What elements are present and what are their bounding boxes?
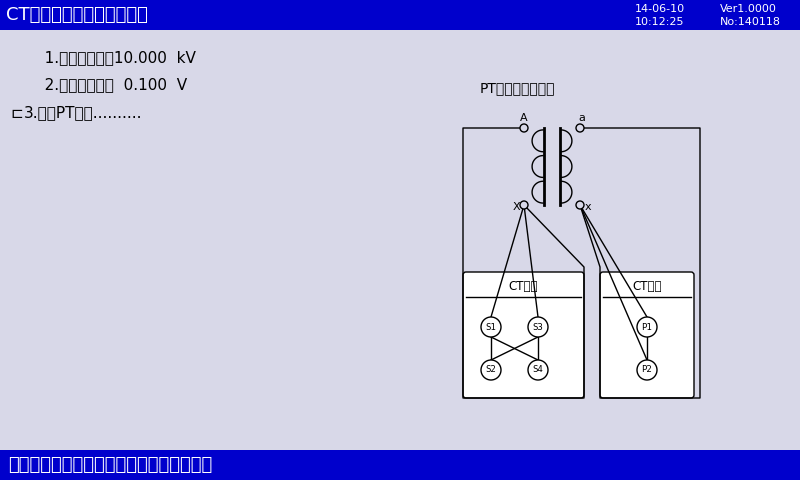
Text: S4: S4 <box>533 365 543 374</box>
Text: X: X <box>512 202 520 212</box>
Circle shape <box>528 317 548 337</box>
Circle shape <box>576 124 584 132</box>
Text: CT二次: CT二次 <box>509 280 538 293</box>
Text: P1: P1 <box>642 323 652 332</box>
Text: 2.低额定电压：  0.100  V: 2.低额定电压： 0.100 V <box>30 77 187 93</box>
Text: 3.开始PT测试..........: 3.开始PT测试.......... <box>24 106 142 120</box>
Text: S1: S1 <box>486 323 496 332</box>
Text: S3: S3 <box>533 323 543 332</box>
Circle shape <box>520 124 528 132</box>
Text: ⊏: ⊏ <box>10 106 22 120</box>
Text: a: a <box>578 113 586 123</box>
Circle shape <box>481 360 501 380</box>
Text: A: A <box>520 113 528 123</box>
Circle shape <box>520 201 528 209</box>
FancyBboxPatch shape <box>463 272 584 398</box>
Bar <box>0 450 800 480</box>
Text: CT一次: CT一次 <box>632 280 662 293</box>
FancyBboxPatch shape <box>600 272 694 398</box>
Text: CT互感器现场校验测试系统: CT互感器现场校验测试系统 <box>6 6 148 24</box>
Bar <box>0 0 800 30</box>
Circle shape <box>637 360 657 380</box>
Circle shape <box>481 317 501 337</box>
Text: x: x <box>585 202 591 212</box>
Text: 按【回车】开始测试，【退出】返回主菜单: 按【回车】开始测试，【退出】返回主菜单 <box>8 456 212 474</box>
Text: No:140118: No:140118 <box>720 17 781 27</box>
Text: PT变比测试接线图: PT变比测试接线图 <box>480 81 555 95</box>
Circle shape <box>576 201 584 209</box>
Circle shape <box>637 317 657 337</box>
Text: S2: S2 <box>486 365 496 374</box>
Text: 1.高额定电压：10.000  kV: 1.高额定电压：10.000 kV <box>30 50 196 65</box>
Circle shape <box>528 360 548 380</box>
Text: 14-06-10: 14-06-10 <box>635 4 685 14</box>
Text: P2: P2 <box>642 365 652 374</box>
Text: 10:12:25: 10:12:25 <box>635 17 685 27</box>
Text: Ver1.0000: Ver1.0000 <box>720 4 777 14</box>
